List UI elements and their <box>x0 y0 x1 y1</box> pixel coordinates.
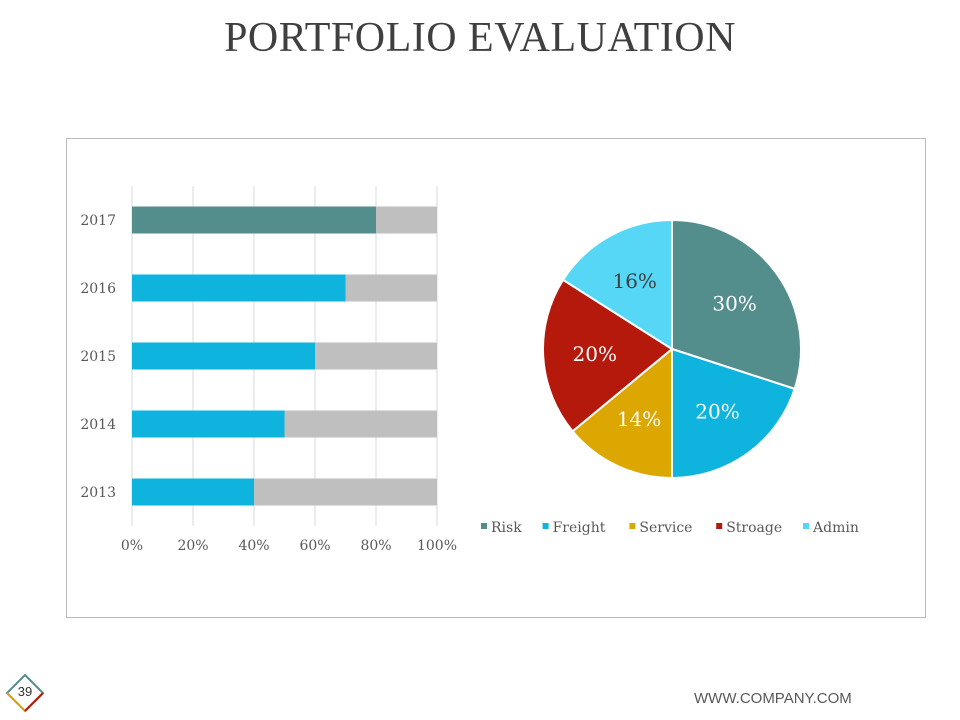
legend-swatch <box>542 523 549 529</box>
pie-slice-risk <box>671 218 802 391</box>
pie-slice-service <box>571 346 673 480</box>
page-number: 39 <box>17 684 33 699</box>
chart-frame <box>66 138 926 618</box>
bar-value <box>132 342 315 370</box>
bar-remainder <box>254 478 437 506</box>
x-tick-label: 20% <box>177 538 208 554</box>
y-tick-label: 2015 <box>80 349 116 365</box>
y-tick-label: 2017 <box>80 213 116 229</box>
x-tick-label: 100% <box>417 538 457 554</box>
pie-data-label: 20% <box>695 400 739 424</box>
footer-url: WWW.COMPANY.COM <box>694 690 852 707</box>
bar-value <box>132 410 285 438</box>
x-tick-label: 0% <box>121 538 143 554</box>
pie-data-label: 20% <box>573 342 617 366</box>
pie-data-label: 30% <box>712 292 756 316</box>
y-tick-label: 2014 <box>80 417 116 433</box>
pie-data-label: 16% <box>612 269 656 293</box>
legend-item-label: Freight <box>553 520 606 536</box>
legend-swatch <box>629 523 636 529</box>
pie-slice-admin <box>561 218 673 351</box>
bar-remainder <box>345 274 437 302</box>
x-tick-label: 80% <box>360 538 391 554</box>
legend-item-label: Admin <box>812 520 859 536</box>
page-number-badge-icon <box>5 673 45 713</box>
pie-slice-freight <box>671 347 796 480</box>
legend-item-label: Service <box>639 520 692 536</box>
legend-swatch <box>716 523 723 529</box>
y-tick-label: 2013 <box>80 485 116 501</box>
legend-item-label: Stroage <box>726 520 782 536</box>
slide-title: PORTFOLIO EVALUATION <box>224 15 736 61</box>
x-tick-label: 40% <box>238 538 269 554</box>
legend-swatch <box>481 523 487 529</box>
bar-value <box>132 478 254 506</box>
legend-swatch <box>803 523 809 529</box>
bar-value <box>132 206 376 234</box>
legend-item-label: Risk <box>491 520 522 536</box>
bar-remainder <box>284 410 437 438</box>
y-tick-label: 2016 <box>80 281 116 297</box>
x-tick-label: 60% <box>299 538 330 554</box>
pie-data-label: 14% <box>617 407 661 431</box>
pie-slice-stroage <box>542 278 674 433</box>
bar-value <box>132 274 346 302</box>
bar-remainder <box>315 342 437 370</box>
bar-remainder <box>376 206 437 234</box>
